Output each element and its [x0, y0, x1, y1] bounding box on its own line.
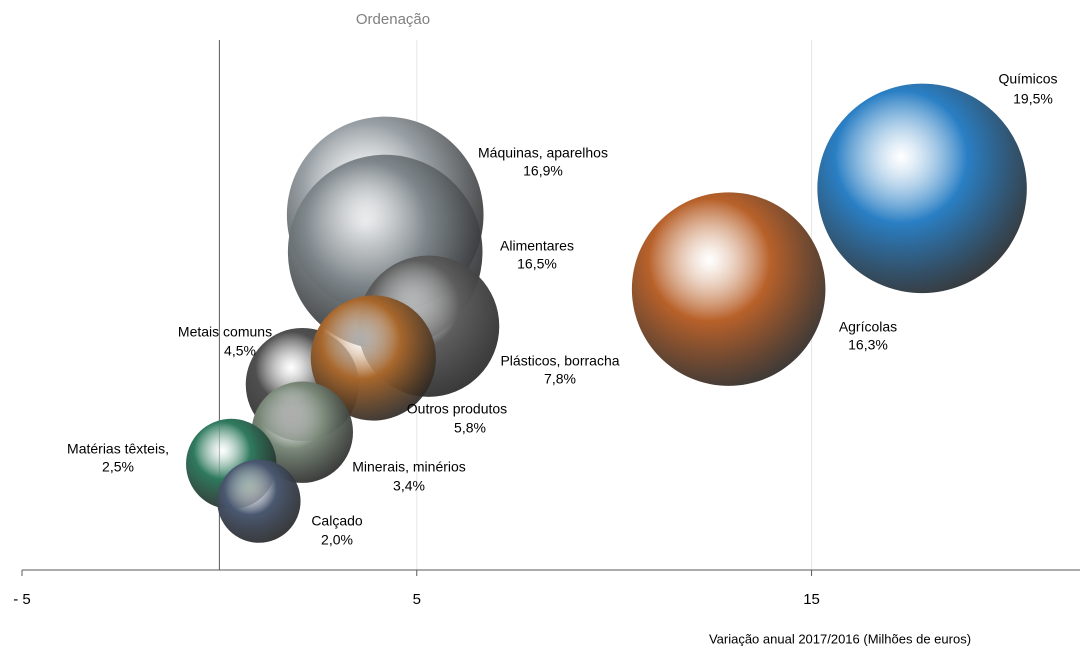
- bubble-label: Plásticos, borracha: [500, 353, 619, 369]
- bubble-label: Agrícolas: [839, 319, 897, 335]
- bubble-label: Matérias têxteis,: [67, 441, 169, 457]
- bubble-label: Alimentares: [500, 238, 574, 254]
- bubble-value-label: 2,5%: [102, 459, 134, 475]
- x-tick-label: 15: [803, 591, 820, 608]
- chart-title: Ordenação: [356, 11, 430, 28]
- bubble-label: Minerais, minérios: [352, 459, 466, 475]
- bubble: [310, 295, 436, 421]
- bubble-value-label: 19,5%: [1013, 91, 1053, 107]
- bubble-label: Máquinas, aparelhos: [478, 145, 608, 161]
- bubble: [251, 381, 354, 483]
- bubble-value-label: 16,5%: [517, 256, 557, 272]
- bubble-label: Outros produtos: [407, 401, 507, 417]
- bubble-value-label: 2,0%: [321, 532, 353, 548]
- x-axis-title: Variação anual 2017/2016 (Milhões de eur…: [709, 631, 971, 646]
- bubble-value-label: 5,8%: [454, 420, 486, 436]
- bubble: [217, 459, 301, 543]
- bubble-value-label: 7,8%: [544, 371, 576, 387]
- bubble-value-label: 16,3%: [848, 337, 888, 353]
- bubble-label: Calçado: [311, 513, 363, 529]
- x-tick-label: 5: [413, 591, 421, 608]
- bubble-label: Metais comuns: [178, 324, 272, 340]
- bubble-value-label: 3,4%: [393, 478, 425, 494]
- x-tick-label: - 5: [13, 591, 31, 608]
- bubble: [631, 192, 826, 386]
- bubble-value-label: 16,9%: [523, 163, 563, 179]
- bubble-value-label: 4,5%: [224, 343, 256, 359]
- bubble: [817, 83, 1027, 294]
- bubble-label: Químicos: [998, 71, 1057, 87]
